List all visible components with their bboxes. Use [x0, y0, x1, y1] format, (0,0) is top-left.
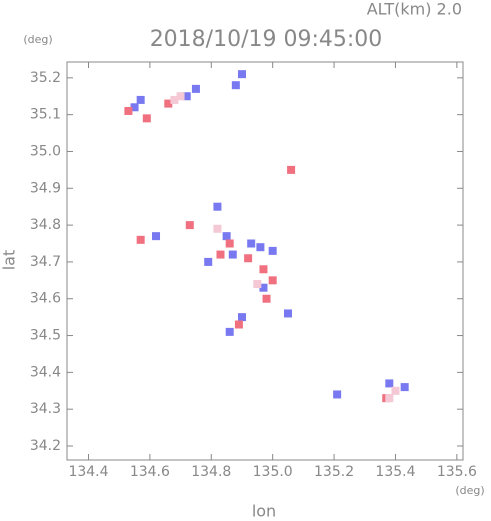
echo-cell [164, 99, 173, 108]
echo-cell [124, 106, 133, 115]
echo-cell [182, 92, 191, 101]
echo-cell [170, 95, 179, 104]
x-tick-label: 135.4 [375, 464, 415, 480]
echo-cell [136, 235, 145, 244]
echo-cell [256, 243, 265, 252]
echo-cell [185, 221, 194, 230]
echo-cell [385, 379, 394, 388]
x-tick-label: 135.0 [253, 464, 293, 480]
echo-cell [176, 92, 185, 101]
y-axis-label: lat [0, 250, 19, 271]
x-tick-label: 134.4 [68, 464, 108, 480]
echo-cell [234, 320, 243, 329]
y-tick-label: 34.2 [30, 438, 61, 454]
y-tick-label: 34.6 [30, 291, 61, 307]
y-tick-label: 34.9 [30, 180, 61, 196]
echo-cell [400, 383, 409, 392]
y-unit: (deg) [23, 33, 52, 46]
echo-cell [284, 309, 293, 318]
y-tick-label: 34.7 [30, 254, 61, 270]
echo-cell [222, 232, 231, 241]
x-axis-label: lon [252, 502, 276, 521]
x-tick-label: 134.6 [130, 464, 170, 480]
y-tick-label: 34.8 [30, 217, 61, 233]
echo-cell [213, 202, 222, 211]
echo-cell [204, 257, 213, 266]
y-tick-label: 35.1 [30, 107, 61, 123]
echo-cell [225, 239, 234, 248]
echo-cell [216, 250, 225, 259]
echo-cell [385, 394, 394, 403]
echo-cell [228, 250, 237, 259]
echo-cell [213, 224, 222, 233]
echo-cell [152, 232, 161, 241]
echo-cell [262, 294, 271, 303]
x-tick-label: 135.6 [437, 464, 477, 480]
echo-cell [244, 254, 253, 263]
echo-cell [142, 114, 151, 123]
echo-cell [231, 81, 240, 90]
x-tick-label: 135.2 [314, 464, 354, 480]
echo-cell [259, 265, 268, 274]
y-tick-label: 34.3 [30, 401, 61, 417]
echo-cell [268, 246, 277, 255]
y-tick-label: 35.2 [30, 70, 61, 86]
echo-cell [247, 239, 256, 248]
echo-cell [237, 70, 246, 79]
echo-cell [225, 327, 234, 336]
echo-cell [391, 386, 400, 395]
y-tick-label: 34.5 [30, 328, 61, 344]
y-tick-label: 35.0 [30, 143, 61, 159]
plot-frame [66, 61, 464, 461]
echo-cell [259, 283, 268, 292]
echo-cell [333, 390, 342, 399]
subtitle: ALT(km) 2.0 [367, 0, 462, 19]
echo-cell [130, 103, 139, 112]
echo-cell [253, 280, 262, 289]
echo-cell [287, 165, 296, 174]
echo-cell [237, 313, 246, 322]
chart-title: 2018/10/19 09:45:00 [150, 27, 383, 52]
x-tick-label: 134.8 [191, 464, 231, 480]
echo-cell [136, 95, 145, 104]
echo-cell [268, 276, 277, 285]
echo-cell [191, 84, 200, 93]
y-tick-label: 34.4 [30, 364, 61, 380]
x-unit: (deg) [455, 484, 484, 497]
